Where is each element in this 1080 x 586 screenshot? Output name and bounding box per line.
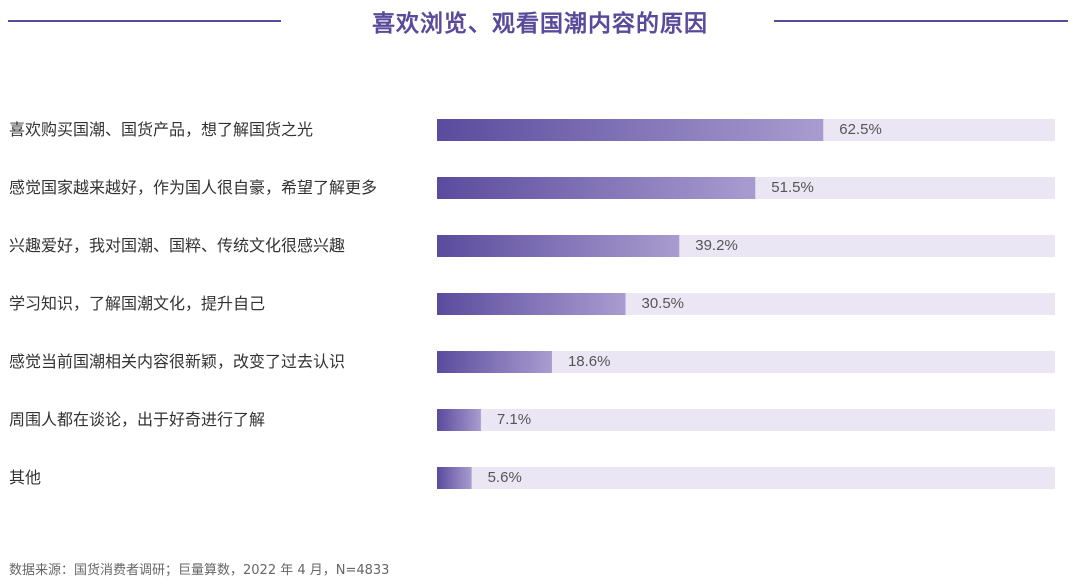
value-label: 7.1%	[496, 411, 532, 428]
value-label: 51.5%	[771, 179, 814, 196]
category-label: 感觉国家越来越好，作为国人很自豪，希望了解更多	[9, 178, 378, 197]
bar	[437, 293, 626, 315]
bar	[437, 119, 824, 141]
bar-track	[437, 351, 1055, 373]
bar	[437, 409, 481, 431]
value-label: 18.6%	[567, 353, 611, 370]
value-label: 5.6%	[487, 469, 522, 486]
category-label: 兴趣爱好，我对国潮、国粹、传统文化很感兴趣	[9, 236, 346, 255]
bar-track	[437, 467, 1055, 489]
bar	[437, 351, 552, 373]
value-label: 30.5%	[641, 295, 685, 312]
bar	[437, 467, 472, 489]
bar-track	[437, 409, 1055, 431]
category-label: 学习知识，了解国潮文化，提升自己	[9, 294, 266, 313]
bar	[437, 235, 680, 257]
category-label: 喜欢购买国潮、国货产品，想了解国货之光	[9, 120, 314, 139]
category-label: 周围人都在谈论，出于好奇进行了解	[9, 410, 266, 429]
source-note: 数据来源：国货消费者调研；巨量算数，2022 年 4 月，N=4833	[9, 563, 390, 578]
category-label: 其他	[9, 468, 42, 487]
chart-title: 喜欢浏览、观看国潮内容的原因	[372, 11, 708, 37]
bar	[437, 177, 756, 199]
category-label: 感觉当前国潮相关内容很新颖，改变了过去认识	[9, 352, 346, 371]
value-label: 62.5%	[839, 121, 882, 138]
title-rule-left	[8, 20, 281, 22]
value-label: 39.2%	[695, 237, 738, 254]
title-rule-right	[774, 20, 1068, 22]
